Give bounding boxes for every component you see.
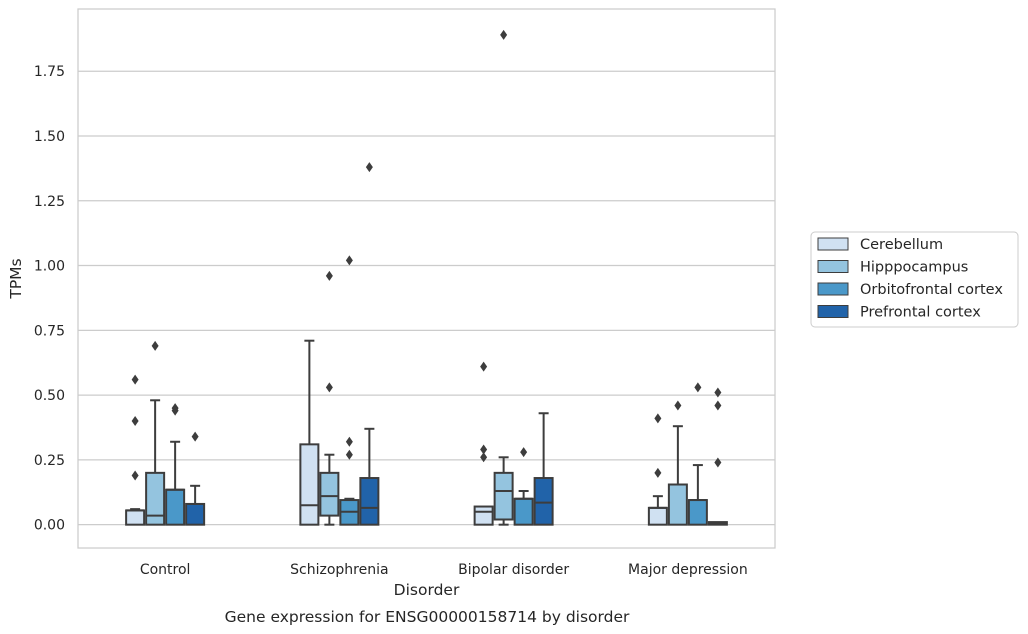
y-axis-label: TPMs [7,258,25,299]
legend-frame [810,231,1019,328]
legend-label: Prefrontal cortex [860,305,981,321]
outlier-point [480,361,488,372]
box-hipppocampus [319,270,340,526]
outlier-point [191,431,199,442]
legend-label: Cerebellum [860,237,943,253]
outlier-point [694,382,702,393]
x-tick-label: Schizophrenia [290,562,388,578]
outlier-point [365,162,373,173]
box-orbitofrontal-cortex [513,447,534,526]
legend: Cerebellum Hipppocampus Orbitofrontal cort… [810,231,1019,328]
y-tick-label: 1.00 [34,259,65,275]
box-body [533,477,554,526]
y-axis-ticks: 0.00 0.25 0.50 0.75 1.00 1.25 1.50 1.75 [34,64,65,533]
box-body [687,499,708,526]
outlier-point [500,29,508,40]
legend-swatch [817,282,849,296]
outlier-point [151,340,159,351]
x-axis-label: Disorder [394,581,460,599]
box-body [493,471,514,521]
outlier-point [131,374,139,385]
y-tick-label: 1.75 [34,64,65,80]
outlier-point [714,387,722,398]
y-tick-label: 0.00 [34,518,65,534]
box-prefrontal-cortex [533,412,554,526]
box-cerebellum [473,361,494,526]
outlier-point [520,447,528,458]
box-hipppocampus [145,340,166,526]
outlier-point [654,413,662,424]
box-body [647,506,668,526]
outlier-point [345,436,353,447]
boxes [125,29,728,526]
x-axis-ticks: Control Schizophrenia Bipolar disorder Majo… [140,562,748,578]
y-tick-label: 1.50 [34,129,65,145]
box-hipppocampus [667,400,688,526]
box-cerebellum [125,374,146,526]
box-cerebellum [647,413,668,526]
y-tick-label: 0.75 [34,323,65,339]
box-body [319,471,340,517]
outlier-point [480,452,488,463]
outlier-point [345,255,353,266]
legend-label: Orbitofrontal cortex [860,282,1003,298]
box-orbitofrontal-cortex [165,403,186,526]
legend-swatch [817,305,849,318]
outlier-point [131,470,139,481]
outlier-point [345,449,353,460]
box-prefrontal-cortex [707,387,728,526]
legend-label: Hipppocampus [860,260,968,276]
outlier-point [171,405,179,416]
outlier-point [674,400,682,411]
box-body [473,505,494,526]
box-body [299,443,320,526]
box-cerebellum [299,339,320,526]
outlier-point [654,467,662,478]
box-body [185,502,206,526]
box-orbitofrontal-cortex [339,255,360,526]
outlier-point [325,270,333,281]
box-prefrontal-cortex [185,431,206,526]
outlier-point [325,382,333,393]
box-prefrontal-cortex [359,162,380,526]
box-orbitofrontal-cortex [687,382,708,526]
legend-swatch [817,237,849,251]
chart-caption: Gene expression for ENSG00000158714 by d… [225,608,630,626]
y-tick-label: 1.25 [34,194,65,210]
box-body [125,509,146,526]
box-body [359,477,380,526]
box-body [667,483,688,526]
y-tick-label: 0.25 [34,453,65,469]
box-body [165,488,186,526]
plot-area-frame [77,8,776,549]
x-tick-label: Major depression [628,562,748,578]
outlier-point [714,457,722,468]
x-tick-label: Control [140,562,191,578]
box-hipppocampus [493,29,514,526]
box-body [513,497,534,526]
box-body [145,471,166,526]
outlier-point [131,416,139,427]
outlier-point [480,444,488,455]
grid-lines [78,70,775,526]
legend-swatch [817,260,849,273]
outlier-point [714,400,722,411]
x-tick-label: Bipolar disorder [458,562,569,578]
y-tick-label: 0.50 [34,388,65,404]
